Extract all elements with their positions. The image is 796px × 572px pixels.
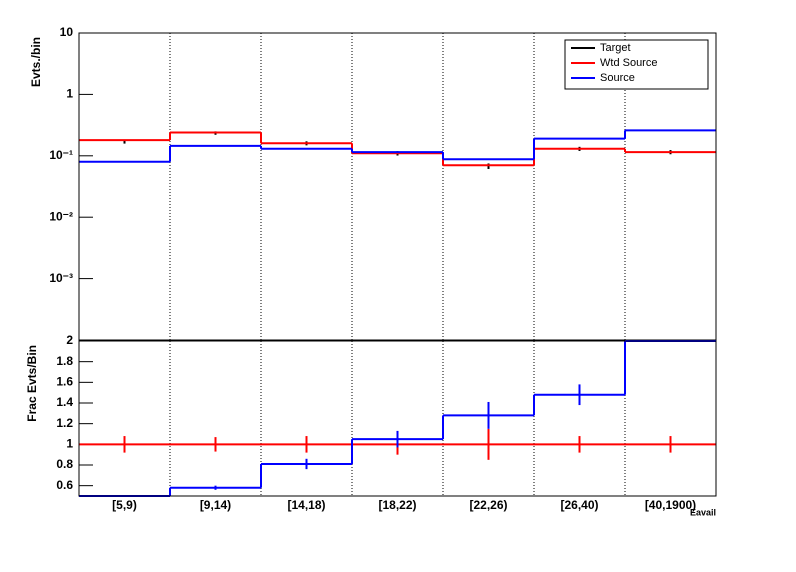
x-tick-label: [9,14) — [200, 498, 231, 512]
y-tick-label: 10⁻³ — [49, 271, 73, 285]
y-tick-label: 1.4 — [56, 395, 73, 409]
y-axis-label: Evts./bin — [29, 37, 43, 87]
legend-label: Target — [600, 42, 631, 54]
y-tick-label: 1 — [66, 87, 73, 101]
frame — [78, 32, 717, 341]
x-tick-label: [22,26) — [469, 498, 507, 512]
y-tick-label: 1.2 — [56, 416, 73, 430]
legend-label: Wtd Source — [600, 57, 657, 69]
y-tick-label: 10⁻² — [49, 209, 73, 223]
y-tick-label: 10⁻¹ — [49, 148, 73, 162]
y-tick-label: 2 — [66, 333, 73, 347]
y-tick-label: 1 — [66, 437, 73, 451]
x-tick-label: [26,40) — [560, 498, 598, 512]
y-tick-label: 0.6 — [56, 478, 73, 492]
x-tick-label: [5,9) — [112, 498, 137, 512]
y-tick-label: 1.8 — [56, 354, 73, 368]
y-tick-label: 10 — [60, 25, 74, 39]
frame — [78, 340, 717, 497]
x-tick-label: [14,18) — [287, 498, 325, 512]
x-axis-label: Eavail — [690, 507, 716, 517]
x-tick-label: [18,22) — [378, 498, 416, 512]
y-axis-label: Frac Evts/Bin — [25, 345, 39, 422]
legend-label: Source — [600, 72, 635, 84]
y-tick-label: 0.8 — [56, 457, 73, 471]
y-tick-label: 1.6 — [56, 375, 73, 389]
x-tick-label: [40,1900) — [645, 498, 696, 512]
